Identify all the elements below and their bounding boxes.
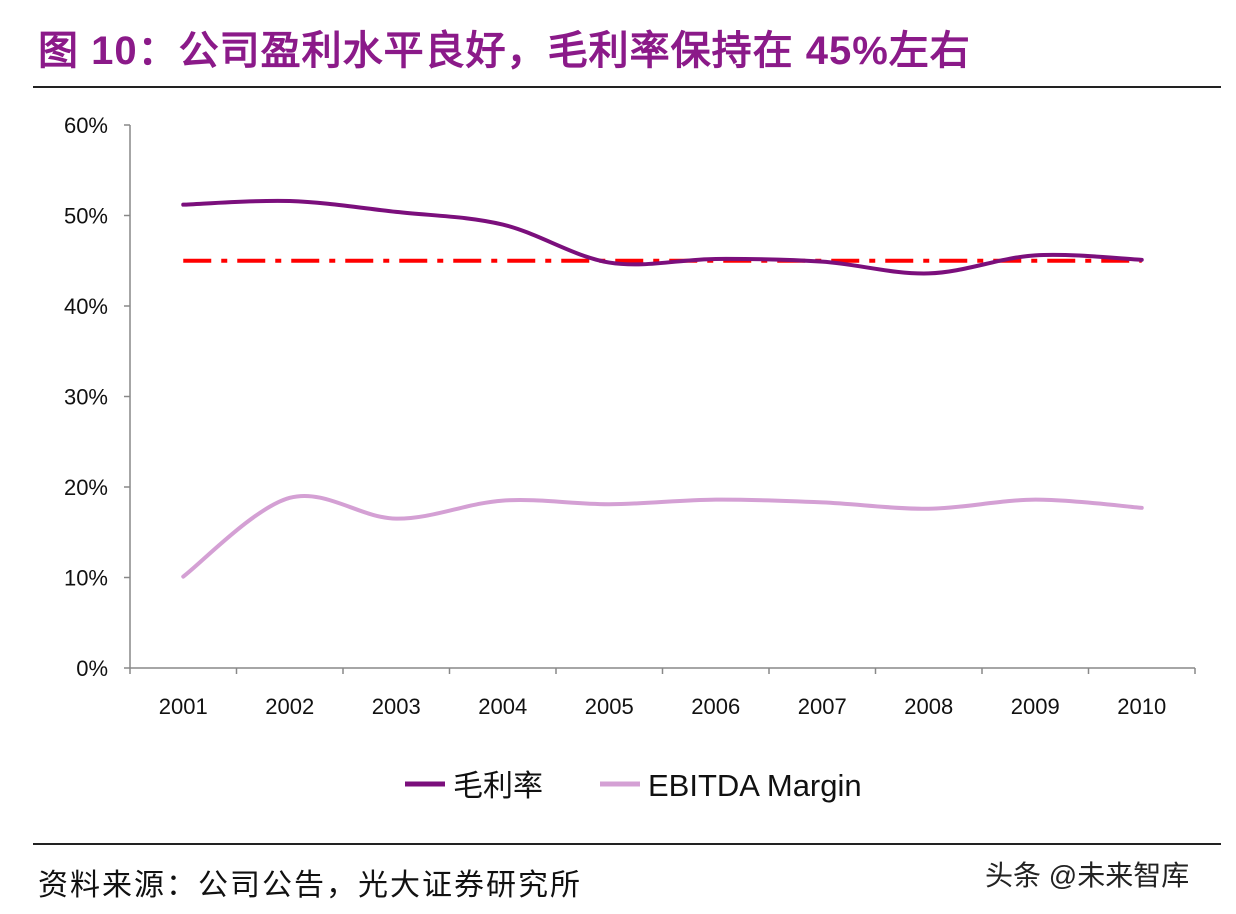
y-tick-label: 60% bbox=[64, 113, 108, 138]
x-tick-label: 2010 bbox=[1117, 694, 1166, 719]
x-tick-label: 2003 bbox=[372, 694, 421, 719]
y-tick-label: 0% bbox=[76, 656, 108, 681]
y-tick-label: 50% bbox=[64, 204, 108, 229]
x-tick-label: 2001 bbox=[159, 694, 208, 719]
top-divider bbox=[33, 86, 1221, 88]
watermark: 头条 @未来智库 bbox=[985, 860, 1190, 891]
y-tick-label: 30% bbox=[64, 385, 108, 410]
x-tick-label: 2007 bbox=[798, 694, 847, 719]
x-tick-label: 2005 bbox=[585, 694, 634, 719]
figure-title: 图 10：公司盈利水平良好，毛利率保持在 45%左右 bbox=[38, 29, 971, 73]
y-tick-label: 10% bbox=[64, 566, 108, 591]
source-note: 资料来源：公司公告，光大证券研究所 bbox=[38, 868, 582, 903]
y-tick-label: 20% bbox=[64, 475, 108, 500]
x-tick-label: 2006 bbox=[691, 694, 740, 719]
legend-label: EBITDA Margin bbox=[648, 768, 862, 803]
x-tick-label: 2008 bbox=[904, 694, 953, 719]
x-tick-label: 2002 bbox=[265, 694, 314, 719]
x-tick-label: 2009 bbox=[1011, 694, 1060, 719]
series-line-1 bbox=[181, 494, 1144, 579]
x-tick-label: 2004 bbox=[478, 694, 527, 719]
y-tick-label: 40% bbox=[64, 294, 108, 319]
legend-label: 毛利率 bbox=[453, 769, 543, 804]
series-line-0 bbox=[181, 198, 1144, 276]
bottom-divider bbox=[33, 843, 1221, 845]
